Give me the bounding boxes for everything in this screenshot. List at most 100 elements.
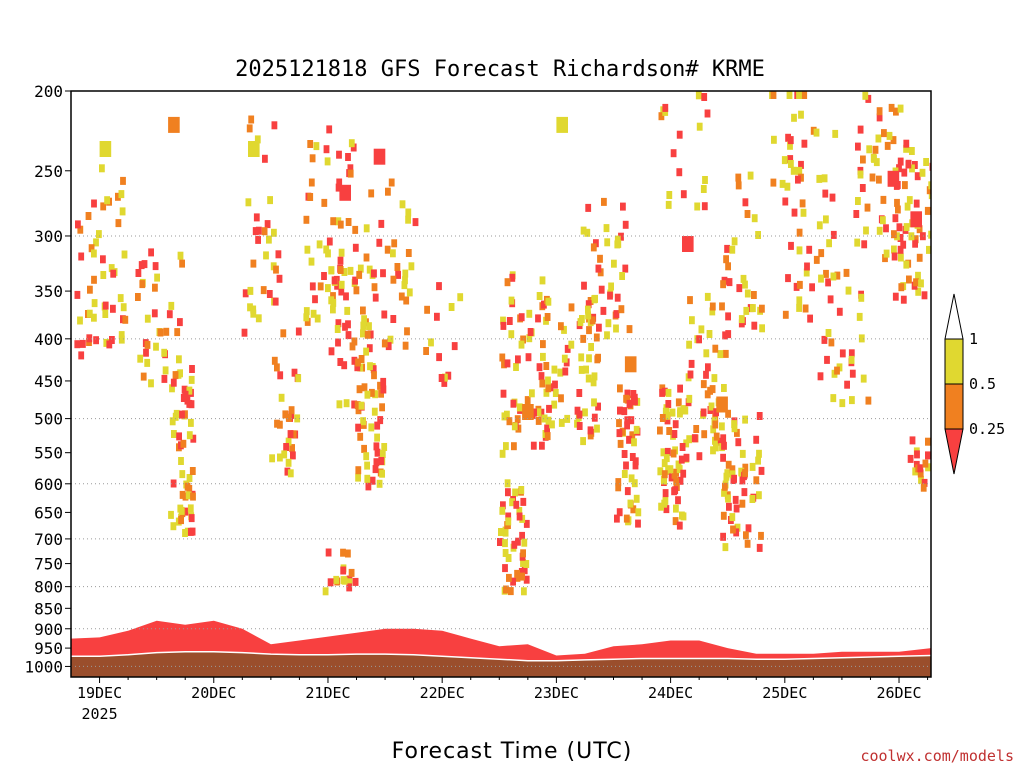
ri-cell	[337, 266, 344, 274]
ri-cell	[178, 457, 184, 465]
ri-cell	[373, 148, 386, 165]
ri-cell	[845, 286, 852, 295]
ri-cell	[330, 292, 336, 301]
ri-cell	[858, 334, 865, 343]
ri-cell	[732, 495, 739, 504]
ri-cell	[713, 432, 720, 441]
ri-cell	[600, 306, 607, 315]
ri-cell	[352, 577, 359, 586]
ri-cell	[855, 197, 861, 205]
ri-cell	[795, 175, 801, 184]
ri-cell	[720, 280, 726, 289]
ri-cell	[545, 376, 551, 385]
ri-cell	[526, 309, 533, 318]
ri-cell	[307, 140, 314, 148]
ri-cell	[917, 464, 924, 473]
ri-cell	[178, 516, 184, 525]
ri-cell	[519, 531, 525, 540]
ri-cell	[179, 259, 185, 268]
ri-cell	[710, 446, 716, 455]
ri-cell	[680, 405, 687, 414]
ri-cell	[390, 249, 396, 258]
ri-cell	[255, 226, 262, 235]
ri-cell	[182, 410, 188, 419]
ri-cell	[703, 370, 709, 379]
ri-cell	[294, 414, 301, 423]
ri-cell	[743, 306, 750, 315]
ri-cell	[507, 587, 514, 596]
ri-cell	[626, 399, 633, 408]
ri-cell	[287, 469, 294, 478]
ri-cell	[390, 275, 397, 284]
ri-cell	[247, 303, 253, 312]
legend: 1 0.5 0.25	[944, 293, 1005, 475]
ri-cell	[894, 232, 900, 241]
ri-cell	[337, 256, 344, 265]
ri-cell	[402, 276, 408, 285]
ri-cell	[503, 442, 509, 451]
ri-cell	[722, 482, 728, 491]
ri-cell	[909, 436, 916, 445]
ri-cell	[624, 487, 631, 496]
ri-cell	[616, 419, 622, 428]
ri-cell	[544, 432, 551, 441]
ri-cell	[529, 389, 535, 398]
ri-cell	[266, 235, 272, 244]
grid-layer	[71, 235, 931, 667]
ri-cell	[823, 269, 829, 278]
ri-cell	[365, 482, 372, 491]
ri-cell	[186, 399, 193, 408]
y-tick-label: 700	[34, 530, 63, 549]
ri-cell	[635, 508, 642, 517]
ri-cell	[614, 514, 620, 523]
ri-cell	[360, 306, 366, 315]
ri-cell	[384, 245, 391, 254]
ri-cell	[360, 417, 366, 426]
ri-cell	[858, 293, 865, 302]
ri-cell	[177, 369, 183, 378]
ri-cell	[580, 437, 586, 446]
ri-cell	[704, 109, 711, 118]
ri-cell	[246, 124, 253, 133]
ri-cell	[185, 491, 192, 500]
ri-cell	[743, 531, 749, 540]
ri-cell	[578, 353, 585, 362]
ri-cell	[514, 415, 521, 424]
ri-cell	[100, 271, 107, 279]
ri-cell	[558, 322, 564, 331]
ri-cell	[530, 441, 537, 450]
ri-cell	[369, 476, 376, 485]
ri-cell	[166, 310, 173, 319]
ri-cell	[262, 154, 268, 163]
ri-cell	[545, 416, 552, 425]
ri-cell	[676, 168, 683, 177]
ri-cell	[663, 454, 670, 463]
ri-cell	[675, 398, 682, 407]
ri-cell	[178, 506, 185, 515]
ri-cell	[308, 257, 315, 266]
ri-cell	[371, 407, 378, 416]
ri-cell	[88, 244, 95, 253]
ri-cell	[876, 175, 882, 184]
ri-cell	[801, 139, 808, 148]
ri-cell	[848, 349, 855, 358]
ri-cell	[337, 220, 344, 229]
ri-cell	[520, 497, 527, 506]
ri-cell	[354, 401, 361, 410]
surface-layer	[71, 620, 931, 677]
ri-cell	[516, 507, 523, 515]
ri-cell	[672, 517, 679, 526]
ground-line	[71, 651, 931, 662]
ri-cell	[157, 328, 164, 337]
ri-cell	[919, 168, 926, 177]
ri-cell	[272, 297, 279, 306]
ri-cell	[381, 339, 388, 348]
ri-cell	[724, 244, 730, 253]
ri-cell	[756, 543, 763, 552]
ri-cell	[591, 413, 598, 422]
ri-cell	[337, 358, 344, 366]
ri-cell	[900, 295, 907, 304]
ri-cell	[621, 407, 628, 416]
ri-cell	[723, 472, 730, 481]
ri-cell	[506, 573, 512, 582]
